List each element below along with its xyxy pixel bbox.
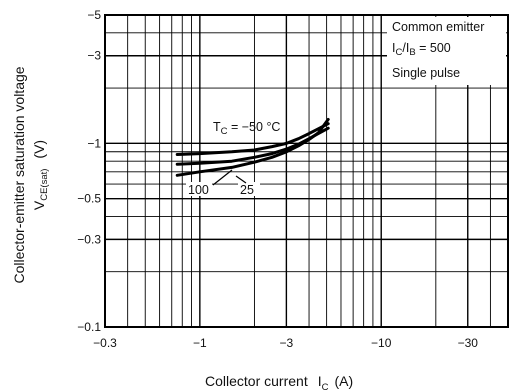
label-leader-100 (212, 169, 233, 186)
y-tick-label: −0.1 (77, 320, 101, 334)
x-tick-label: −30 (458, 336, 479, 350)
x-tick-labels: −0.3 −1 −3 −10 −30 (93, 336, 478, 350)
annotation-box: Common emitter IC/IB = 500 Single pulse (387, 17, 506, 85)
x-tick-label: −10 (371, 336, 392, 350)
curve-labels: TC = −50 °C 25 100 (186, 120, 280, 197)
x-tick-label: −0.3 (93, 336, 117, 350)
y-tick-label: −1 (87, 136, 101, 150)
series-label-25: 25 (240, 183, 254, 197)
x-tick-label: −1 (193, 336, 207, 350)
series-label-minus50: TC = −50 °C (213, 120, 280, 137)
label-leader-25 (235, 175, 247, 184)
annotation-line-1: Common emitter (392, 20, 484, 34)
x-tick-label: −3 (280, 336, 294, 350)
y-tick-labels: −5 −3 −1 −0.5 −0.3 −0.1 (77, 8, 101, 334)
y-tick-label: −0.5 (77, 192, 101, 206)
y-axis-label-group: Collector-emitter saturation voltage VCE… (11, 66, 50, 283)
plot-frame (104, 14, 509, 328)
x-axis-label: Collector current IC (A) (205, 373, 353, 392)
y-tick-label: −5 (87, 8, 101, 22)
annotation-line-3: Single pulse (392, 66, 460, 80)
y-tick-label: −0.3 (77, 232, 101, 246)
y-tick-label: −3 (87, 49, 101, 63)
curves (175, 117, 330, 177)
series-line-0 (175, 122, 330, 156)
series-line-2 (175, 117, 330, 177)
y-axis-label-symbol: VCE(sat)(V) (31, 140, 50, 210)
y-axis-label-main: Collector-emitter saturation voltage (11, 66, 27, 283)
series-label-100: 100 (188, 183, 209, 197)
annotation-line-2: IC/IB = 500 (392, 41, 451, 58)
